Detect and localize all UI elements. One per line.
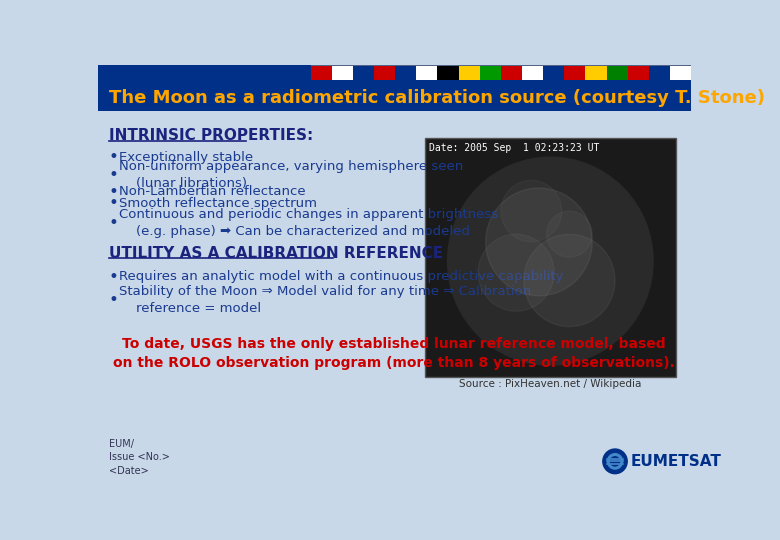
FancyBboxPatch shape xyxy=(425,138,676,377)
FancyBboxPatch shape xyxy=(332,66,353,80)
Text: •: • xyxy=(109,166,119,184)
FancyBboxPatch shape xyxy=(480,66,501,80)
Text: Smooth reflectance spectrum: Smooth reflectance spectrum xyxy=(119,197,317,210)
Text: •: • xyxy=(109,194,119,212)
Text: Non-Lambertian reflectance: Non-Lambertian reflectance xyxy=(119,185,306,198)
FancyBboxPatch shape xyxy=(501,66,522,80)
Text: Date: 2005 Sep  1 02:23:23 UT: Date: 2005 Sep 1 02:23:23 UT xyxy=(428,143,599,153)
Text: UTILITY AS A CALIBRATION REFERENCE: UTILITY AS A CALIBRATION REFERENCE xyxy=(109,246,443,261)
FancyBboxPatch shape xyxy=(607,66,628,80)
Circle shape xyxy=(603,449,627,474)
FancyBboxPatch shape xyxy=(522,66,543,80)
Text: Requires an analytic model with a continuous predictive capability: Requires an analytic model with a contin… xyxy=(119,270,563,283)
FancyBboxPatch shape xyxy=(310,66,332,80)
Text: •: • xyxy=(109,148,119,166)
Circle shape xyxy=(486,188,592,296)
FancyBboxPatch shape xyxy=(374,66,395,80)
FancyBboxPatch shape xyxy=(438,66,459,80)
Text: The Moon as a radiometric calibration source (courtesy T. Stone): The Moon as a radiometric calibration so… xyxy=(109,89,765,107)
FancyBboxPatch shape xyxy=(353,66,374,80)
Text: Continuous and periodic changes in apparent brightness
    (e.g. phase) ➡ Can be: Continuous and periodic changes in appar… xyxy=(119,208,498,238)
Text: •: • xyxy=(109,291,119,309)
Text: EUM/
Issue <No.>
<Date>: EUM/ Issue <No.> <Date> xyxy=(109,438,170,476)
FancyBboxPatch shape xyxy=(670,66,691,80)
Text: EUMETSAT: EUMETSAT xyxy=(630,454,722,469)
FancyBboxPatch shape xyxy=(586,66,607,80)
Text: •: • xyxy=(109,183,119,201)
Circle shape xyxy=(501,180,562,242)
FancyBboxPatch shape xyxy=(310,65,691,80)
FancyBboxPatch shape xyxy=(98,65,691,111)
Circle shape xyxy=(478,234,554,311)
Circle shape xyxy=(448,157,653,365)
FancyBboxPatch shape xyxy=(459,66,480,80)
Text: Source : PixHeaven.net / Wikipedia: Source : PixHeaven.net / Wikipedia xyxy=(459,379,641,389)
Circle shape xyxy=(611,457,619,466)
FancyBboxPatch shape xyxy=(98,111,691,481)
Text: Exceptionally stable: Exceptionally stable xyxy=(119,151,253,164)
Text: To date, USGS has the only established lunar reference model, based
on the ROLO : To date, USGS has the only established l… xyxy=(113,337,675,370)
FancyBboxPatch shape xyxy=(649,66,670,80)
FancyBboxPatch shape xyxy=(417,66,438,80)
Text: Non-uniform appearance, varying hemisphere seen
    (lunar librations): Non-uniform appearance, varying hemisphe… xyxy=(119,160,463,190)
Circle shape xyxy=(523,234,615,327)
FancyBboxPatch shape xyxy=(564,66,586,80)
FancyBboxPatch shape xyxy=(543,66,564,80)
Text: INTRINSIC PROPERTIES:: INTRINSIC PROPERTIES: xyxy=(109,128,313,143)
Circle shape xyxy=(547,211,592,257)
Text: •: • xyxy=(109,267,119,286)
Text: Stability of the Moon ⇒ Model valid for any time ⇒ Calibration
    reference = m: Stability of the Moon ⇒ Model valid for … xyxy=(119,285,531,315)
FancyBboxPatch shape xyxy=(628,66,649,80)
Text: •: • xyxy=(109,214,119,232)
Circle shape xyxy=(608,454,622,469)
FancyBboxPatch shape xyxy=(395,66,417,80)
